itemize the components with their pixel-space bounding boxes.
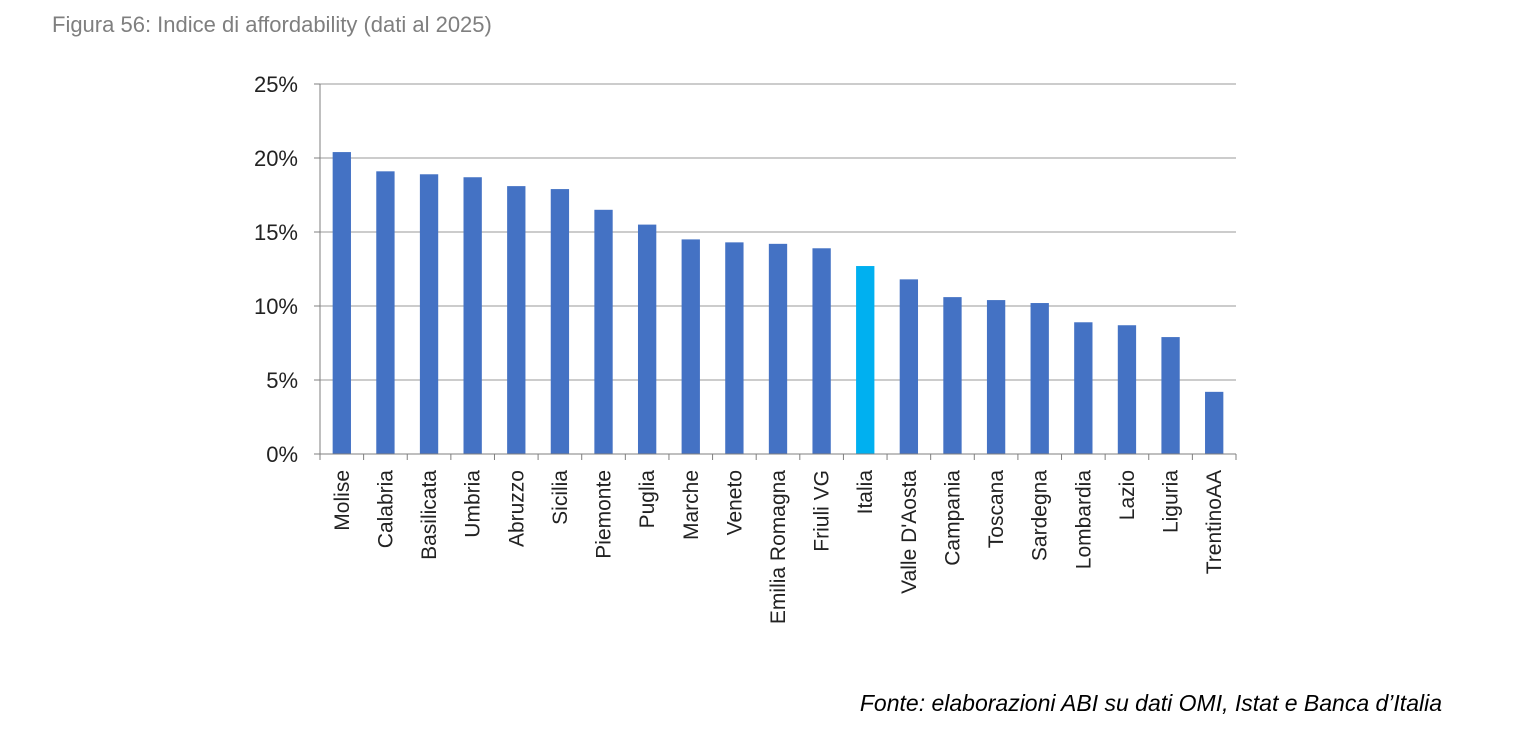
bar bbox=[899, 279, 919, 454]
bar bbox=[943, 297, 962, 454]
x-tick-label: Piemonte bbox=[593, 470, 616, 559]
bar bbox=[507, 186, 526, 454]
bar bbox=[332, 152, 351, 454]
x-tick-label: Liguria bbox=[1160, 470, 1183, 533]
y-tick-label: 25% bbox=[254, 72, 298, 97]
bars bbox=[332, 152, 1224, 455]
y-tick-label: 5% bbox=[266, 368, 298, 393]
x-axis-tick-labels: Molise Calabria Basilicata Umbria Abruzzo Sic… bbox=[331, 470, 1226, 624]
x-tick-label: Basilicata bbox=[418, 470, 441, 560]
bar bbox=[1074, 322, 1093, 454]
y-tick-label: 10% bbox=[254, 294, 298, 319]
y-tick-label: 20% bbox=[254, 146, 298, 171]
x-tick-label: Emilia Romagna bbox=[767, 470, 790, 624]
source-note: Fonte: elaborazioni ABI su dati OMI, Ist… bbox=[859, 690, 1442, 716]
x-tick-label: Toscana bbox=[985, 470, 1008, 549]
x-tick-label: Lombardia bbox=[1072, 470, 1095, 570]
x-tick-label: Marche bbox=[680, 470, 703, 540]
x-tick-label: Molise bbox=[331, 470, 354, 531]
x-tick-label: Sicilia bbox=[549, 470, 572, 525]
x-tick-label: Campania bbox=[941, 470, 964, 566]
x-tick-label: Valle D'Aosta bbox=[898, 470, 921, 594]
figure-title: Figura 56: Indice di affordability (dati… bbox=[52, 12, 492, 37]
bar bbox=[1205, 391, 1224, 454]
x-tick-label: TrentinoAA bbox=[1203, 470, 1226, 574]
bar-chart: 0% 5% 10% 15% 20% 25% Molise Calabria Basilicat… bbox=[254, 72, 1237, 624]
bar bbox=[768, 243, 788, 454]
x-tick-label: Lazio bbox=[1116, 470, 1139, 520]
bar bbox=[725, 242, 744, 454]
x-tick-label: Calabria bbox=[374, 470, 397, 549]
y-tick-label: 0% bbox=[266, 442, 298, 467]
x-tick-label: Friuli VG bbox=[811, 470, 834, 552]
bar bbox=[1030, 303, 1049, 454]
bar bbox=[856, 266, 875, 454]
bar bbox=[594, 209, 613, 454]
x-axis bbox=[319, 84, 1237, 460]
bar bbox=[419, 174, 439, 454]
bar bbox=[376, 171, 395, 454]
bar bbox=[1117, 325, 1137, 454]
x-tick-label: Sardegna bbox=[1029, 470, 1052, 561]
bar bbox=[681, 239, 700, 454]
bar bbox=[550, 189, 570, 454]
y-tick-label: 15% bbox=[254, 220, 298, 245]
x-tick-label: Abruzzo bbox=[505, 470, 528, 547]
x-tick-label: Italia bbox=[854, 470, 877, 515]
x-tick-label: Puglia bbox=[636, 470, 659, 529]
y-axis-tick-labels: 0% 5% 10% 15% 20% 25% bbox=[254, 72, 298, 467]
bar bbox=[463, 177, 482, 455]
x-tick-label: Veneto bbox=[723, 470, 746, 535]
bar bbox=[812, 248, 831, 454]
bar bbox=[1161, 337, 1180, 454]
bar bbox=[986, 300, 1006, 454]
x-tick-label: Umbria bbox=[462, 470, 485, 538]
bar bbox=[637, 224, 657, 454]
